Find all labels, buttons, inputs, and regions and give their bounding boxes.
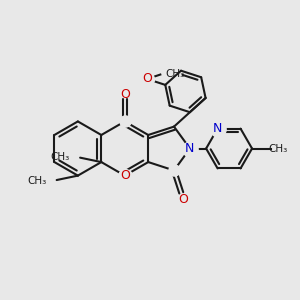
Text: CH₃: CH₃	[166, 69, 185, 79]
Text: CH₃: CH₃	[51, 152, 70, 162]
Text: O: O	[178, 193, 188, 206]
Text: O: O	[120, 88, 130, 100]
Text: CH₃: CH₃	[27, 176, 46, 186]
Text: O: O	[120, 169, 130, 182]
Text: O: O	[142, 73, 152, 85]
Text: N: N	[185, 142, 195, 155]
Text: N: N	[213, 122, 222, 135]
Text: CH₃: CH₃	[268, 143, 287, 154]
